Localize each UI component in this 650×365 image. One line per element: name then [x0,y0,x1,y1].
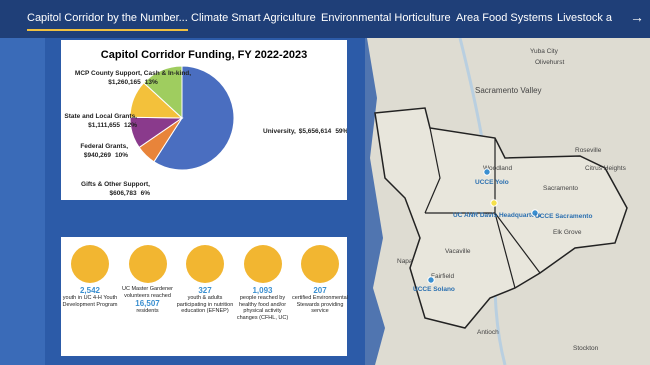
stat-text: youth & adults participating in nutritio… [176,295,234,315]
map: Yuba City Olivehurst Sacramento Valley Wood… [365,38,650,365]
slice-category: State and Local Grants, [64,113,137,120]
place-label: Woodland [483,165,513,172]
place-label: Sacramento [543,185,578,192]
office-marker [490,199,498,207]
stat-icon [128,245,167,283]
stat-number: 2,542 [79,286,101,295]
nav-bar: Capitol Corridor by the Number... Climate… [0,0,650,38]
place-label: UCCE Solano [413,286,455,293]
region-outline [374,107,628,329]
pie-slice [153,65,235,171]
stat-number: 1,093 [252,286,273,295]
slice-value: $606,783 [109,190,136,197]
stat-number: 327 [198,286,212,295]
nav-tab[interactable]: Capitol Corridor by the Number... [27,12,188,31]
slice-percent: 12% [124,122,137,129]
stat: UC Master Gardener volunteers reached 16,… [119,245,177,315]
place-label: Fairfield [431,273,455,280]
place-label: Napa [397,258,413,265]
slice-percent: 10% [115,152,128,159]
stat: 327 youth & adults participating in nutri… [176,245,234,315]
slice-value: $1,111,655 [88,122,120,129]
nav-tab[interactable]: Livestock a [557,12,613,24]
side-strip [0,38,45,365]
nav-tab[interactable]: Environmental Horticulture [321,12,451,24]
county-lines [424,127,541,289]
office-marker [531,209,539,217]
office-marker [427,276,435,284]
stat: 2,542 youth in UC 4-H Youth Development P… [61,245,119,308]
stat-text: certified Environmental Stewards providi… [292,295,348,315]
place-label: UCCE Sacramento [535,213,592,220]
map-edge [365,38,385,365]
stat-text: youth in UC 4-H Youth Development Progra… [62,295,118,308]
slice-label: Federal Grants, $940,269 10% [80,143,128,159]
pie-slice [143,65,183,120]
slice-label: Gifts & Other Support, $606,783 6% [81,181,150,197]
slice-value: $940,269 [84,152,111,159]
stat: 1,093 people reached by healthy food and/… [234,245,292,321]
place-label: Citrus Heights [585,165,627,172]
nav-tab[interactable]: Climate Smart Agriculture [191,12,316,24]
place-label: UC ANR Davis Headquarters [453,212,541,219]
slice-percent: 6% [141,190,151,197]
stat-text: residents [136,308,159,315]
slice-percent: 13% [145,79,158,86]
place-label: UCCE Yolo [475,179,509,186]
stat-icon [186,245,224,283]
office-marker [483,168,491,176]
place-label: Sacramento Valley [475,86,542,95]
slice-category: MCP County Support, Cash & In-kind, [75,70,191,77]
chart-title: Capitol Corridor Funding, FY 2022-2023 [101,49,307,61]
stat-icon [301,245,339,283]
slice-percent: 59% [335,128,347,135]
place-label: Stockton [573,345,599,352]
stat: 207 certified Environmental Stewards prov… [291,245,349,315]
nav-tab[interactable]: Area Food Systems [456,12,553,24]
slice-category: University, [263,128,296,135]
slice-label: MCP County Support, Cash & In-kind, $1,26… [75,70,191,86]
place-label: Olivehurst [535,59,564,66]
stat-icon [71,245,109,283]
place-label: Antioch [477,329,499,336]
stat-number: 16,507 [135,299,160,309]
slice-value: $5,656,614 [299,128,332,135]
slice-category: Federal Grants, [80,143,128,150]
place-label: Yuba City [530,48,559,55]
chart: Capitol Corridor Funding, FY 2022-2023 U… [64,49,348,197]
chart-card: Capitol Corridor Funding, FY 2022-2023 U… [61,40,349,200]
stat-text: UC Master Gardener volunteers reached [121,286,174,299]
next-arrow[interactable]: → [630,9,644,25]
place-label: Elk Grove [553,229,582,236]
place-label: Vacaville [445,248,471,255]
stats-card: 2,542 youth in UC 4-H Youth Development P… [61,237,349,356]
slice-category: Gifts & Other Support, [81,181,150,188]
stat-number: 207 [313,286,327,295]
stat-icon [243,245,282,283]
stat-text: people reached by healthy food and/or ph… [236,295,289,321]
slice-value: $1,260,165 [108,79,141,86]
place-label: Roseville [575,147,602,154]
slice-label: State and Local Grants, $1,111,655 12% [64,113,137,129]
